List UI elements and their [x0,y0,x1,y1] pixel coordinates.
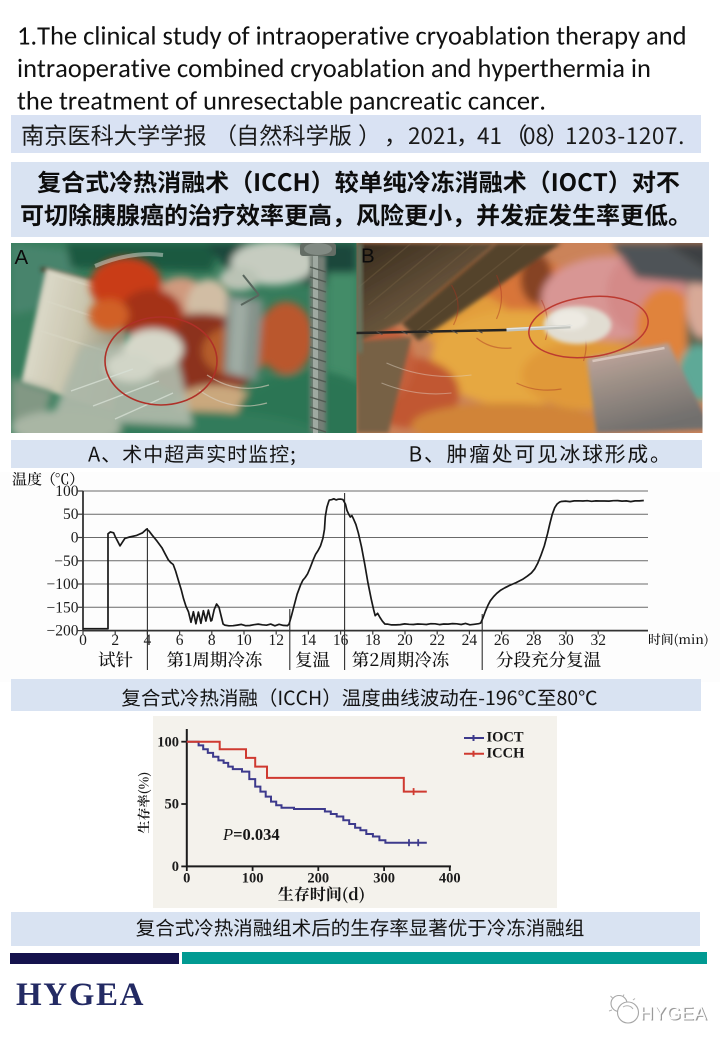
svg-text:−150: −150 [47,599,79,616]
svg-text:32: 32 [590,632,606,649]
svg-text:400: 400 [439,871,461,887]
svg-text:0: 0 [183,871,190,887]
svg-text:P=0.034: P=0.034 [222,825,280,844]
svg-text:−200: −200 [47,623,79,640]
svg-text:2: 2 [111,632,119,649]
svg-text:HYGEA: HYGEA [640,1003,707,1024]
svg-text:12: 12 [268,632,284,649]
svg-text:30: 30 [558,632,574,649]
svg-text:50: 50 [63,506,79,523]
svg-text:100: 100 [242,871,264,887]
svg-text:ICCH: ICCH [487,746,526,762]
svg-text:IOCT: IOCT [487,730,524,746]
svg-text:18: 18 [365,632,381,649]
svg-text:16: 16 [333,632,349,649]
svg-text:8: 8 [208,632,216,649]
svg-text:−100: −100 [47,576,79,593]
svg-text:300: 300 [373,871,395,887]
svg-text:100: 100 [157,734,179,750]
svg-text:6: 6 [176,632,184,649]
svg-text:0: 0 [79,632,87,649]
svg-text:14: 14 [301,632,317,649]
svg-text:26: 26 [494,632,510,649]
svg-text:50: 50 [165,797,180,813]
svg-text:28: 28 [526,632,542,649]
svg-text:A: A [15,246,29,269]
svg-text:22: 22 [429,632,445,649]
svg-text:0: 0 [71,530,79,547]
svg-text:0: 0 [172,859,179,875]
svg-text:200: 200 [307,871,329,887]
svg-text:B: B [361,245,375,268]
svg-text:24: 24 [462,632,478,649]
svg-text:HYGEA: HYGEA [641,1004,708,1025]
svg-text:100: 100 [55,483,79,500]
svg-text:10: 10 [236,632,252,649]
svg-text:20: 20 [397,632,413,649]
svg-text:−50: −50 [54,553,78,570]
